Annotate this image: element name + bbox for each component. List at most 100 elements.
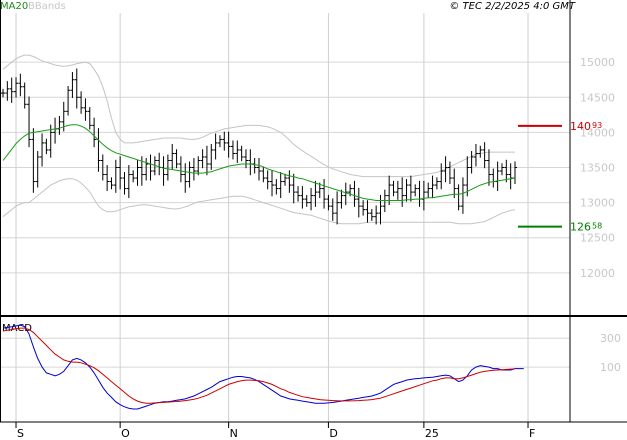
price-bar bbox=[66, 86, 71, 116]
macd-tick-label: 300 bbox=[600, 332, 621, 345]
price-bar bbox=[482, 142, 487, 169]
chart-timestamp: © TEC 2/2/2025 4:0 GMT bbox=[449, 1, 576, 12]
price-tick-label: 13500 bbox=[580, 162, 615, 175]
price-bar bbox=[465, 156, 470, 197]
price-tick-label: 12500 bbox=[580, 232, 615, 245]
bbands-upper-line bbox=[2, 54, 515, 178]
price-bar bbox=[374, 205, 379, 225]
signal-line bbox=[2, 327, 516, 404]
price-bar bbox=[400, 177, 405, 207]
price-bar bbox=[239, 145, 244, 162]
price-bar bbox=[426, 182, 431, 199]
price-bar bbox=[22, 82, 27, 109]
price-bar bbox=[191, 158, 196, 181]
macd-tick-label: 100 bbox=[600, 361, 621, 374]
price-bar bbox=[31, 128, 36, 193]
price-bar bbox=[313, 180, 318, 207]
bbands-lower-line bbox=[2, 178, 516, 225]
price-bar bbox=[174, 149, 179, 169]
price-bar bbox=[504, 159, 509, 183]
price-bar bbox=[270, 170, 275, 197]
grid-lines bbox=[0, 13, 570, 426]
price-bar bbox=[361, 200, 366, 216]
price-bar bbox=[322, 179, 327, 209]
price-bar bbox=[35, 151, 40, 188]
price-bar bbox=[486, 149, 491, 186]
price-bar bbox=[317, 182, 322, 199]
price-bar bbox=[447, 161, 452, 185]
resistance-level-dec: 93 bbox=[592, 121, 602, 130]
macd-panel: MACD bbox=[2, 323, 524, 410]
price-tick-label: 15000 bbox=[580, 56, 615, 69]
support-level-label: 12658 bbox=[570, 221, 602, 234]
price-tick-label: 14000 bbox=[580, 126, 615, 139]
price-bar bbox=[5, 81, 10, 101]
legend-bbands: BBands bbox=[28, 1, 66, 12]
month-tick-label: O bbox=[121, 427, 130, 440]
price-bar bbox=[296, 186, 301, 202]
price-bar bbox=[217, 135, 222, 148]
price-bar bbox=[369, 208, 374, 221]
price-bar bbox=[83, 98, 88, 121]
price-bar bbox=[131, 170, 136, 183]
month-tick-label: 25 bbox=[425, 427, 439, 440]
price-bar bbox=[92, 117, 97, 148]
month-tick-label: S bbox=[17, 427, 24, 440]
price-bar bbox=[300, 186, 305, 209]
price-bar bbox=[404, 179, 409, 202]
price-bar bbox=[309, 187, 314, 211]
price-bar bbox=[135, 159, 140, 186]
price-bar bbox=[14, 77, 19, 98]
price-bar bbox=[178, 156, 183, 183]
price-bar bbox=[469, 151, 474, 174]
price-bar bbox=[204, 145, 209, 176]
price-bar bbox=[196, 156, 201, 176]
price-tick-label: 13000 bbox=[580, 197, 615, 210]
price-bar bbox=[330, 198, 335, 221]
price-bar bbox=[44, 138, 49, 155]
month-tick-label: N bbox=[230, 427, 238, 440]
price-bar bbox=[170, 143, 175, 170]
price-bar bbox=[304, 194, 309, 207]
bollinger-bands bbox=[2, 54, 516, 225]
price-bars bbox=[1, 68, 517, 225]
price-bar bbox=[335, 191, 340, 225]
price-bar bbox=[456, 184, 461, 211]
price-bar bbox=[183, 163, 188, 193]
price-bar bbox=[74, 68, 79, 109]
price-bar bbox=[122, 172, 127, 195]
price-bar bbox=[352, 180, 357, 207]
support-level-int: 126 bbox=[570, 221, 591, 234]
price-bar bbox=[356, 187, 361, 218]
ma20-line bbox=[2, 124, 516, 201]
price-bar bbox=[365, 200, 370, 223]
price-bar bbox=[118, 156, 123, 190]
legend-ma20: MA20 bbox=[0, 1, 28, 12]
price-bar bbox=[499, 163, 504, 176]
price-bar bbox=[443, 156, 448, 183]
price-bar bbox=[18, 73, 23, 97]
macd-line bbox=[2, 324, 524, 410]
price-bar bbox=[70, 71, 75, 98]
price-tick-label: 14500 bbox=[580, 91, 615, 104]
price-bar bbox=[343, 182, 348, 206]
price-bar bbox=[261, 166, 266, 183]
price-bar bbox=[278, 172, 283, 199]
resistance-level-int: 140 bbox=[570, 120, 591, 133]
price-bar bbox=[40, 133, 45, 167]
price-bar bbox=[144, 158, 149, 181]
price-bar bbox=[109, 177, 114, 190]
price-bar bbox=[9, 77, 14, 103]
price-bar bbox=[478, 145, 483, 158]
price-bar bbox=[235, 140, 240, 163]
price-bar bbox=[48, 124, 53, 158]
price-bar bbox=[452, 168, 457, 199]
price-bar bbox=[287, 170, 292, 193]
price-tick-label: 12000 bbox=[580, 267, 615, 280]
price-bar bbox=[87, 107, 92, 130]
price-bar bbox=[283, 173, 288, 186]
price-bar bbox=[274, 179, 279, 195]
price-bar bbox=[291, 173, 296, 204]
